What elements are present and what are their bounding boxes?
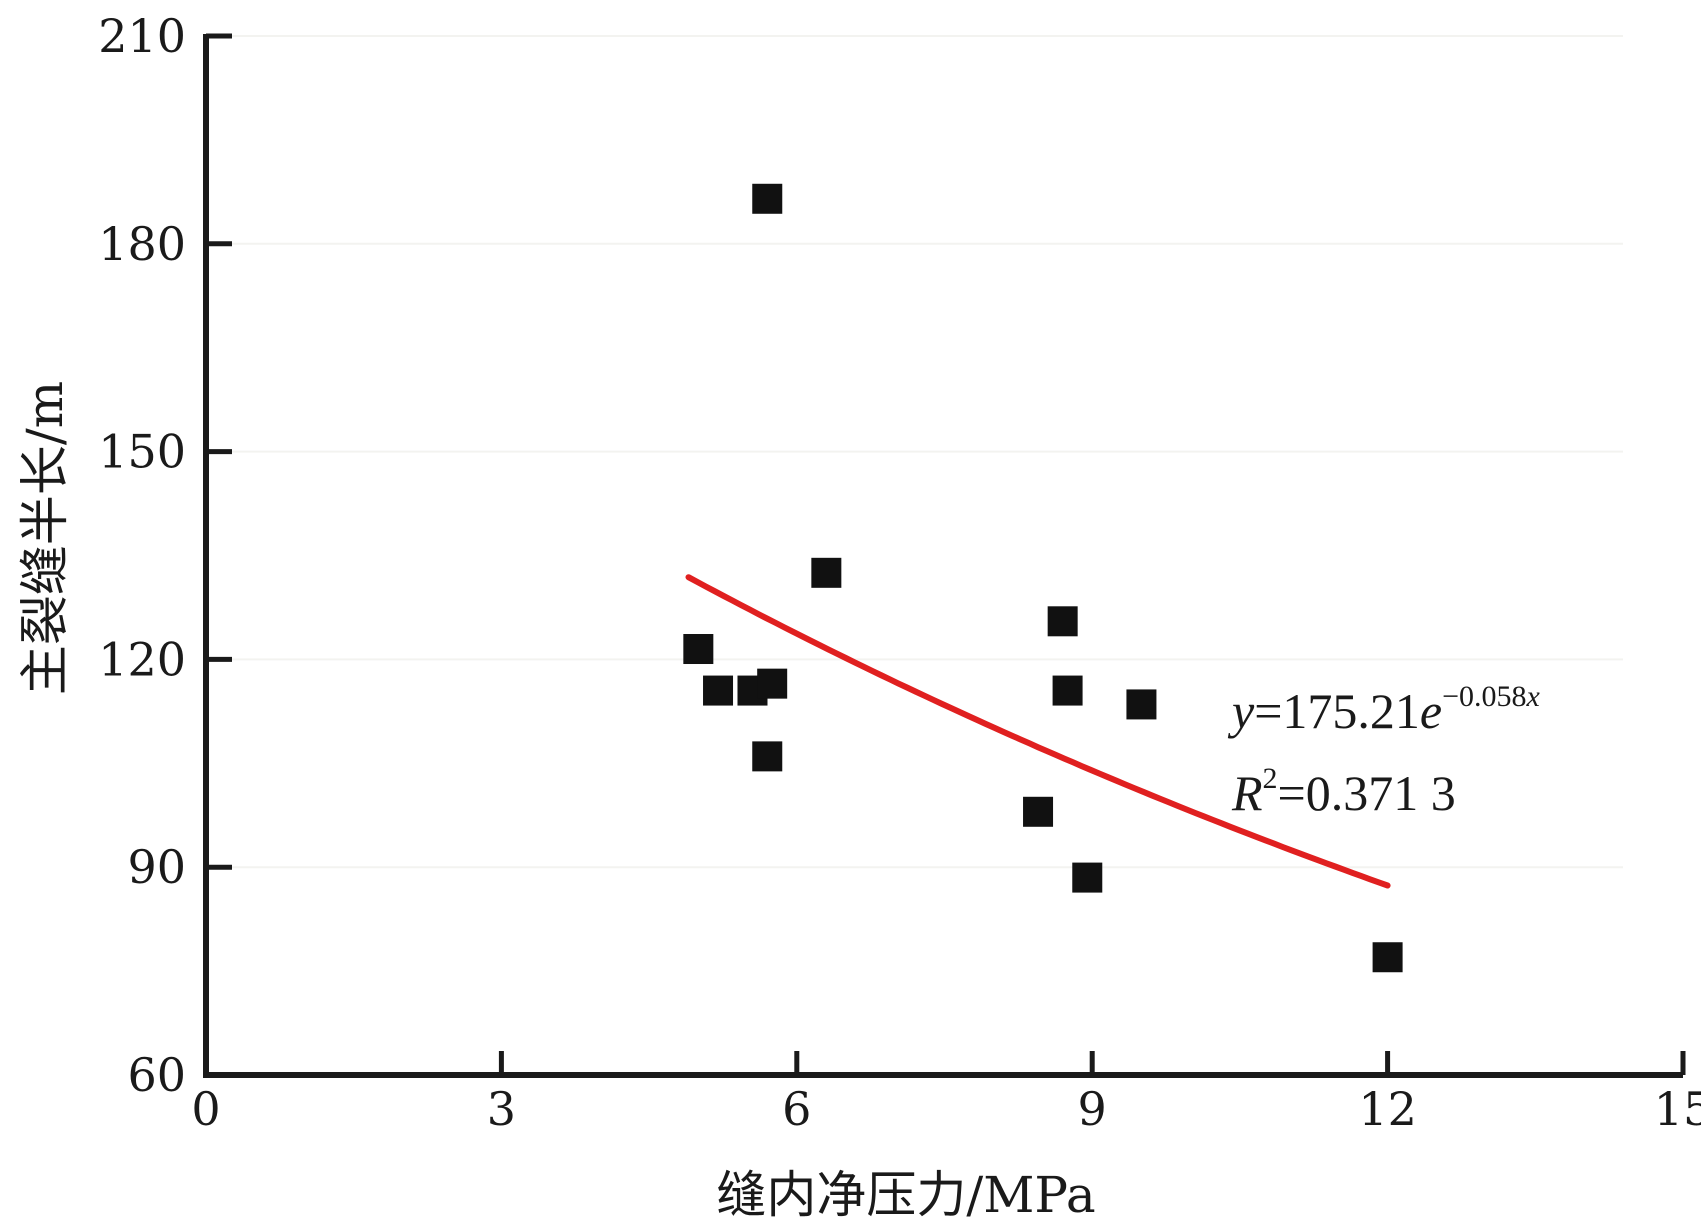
r2-R: R	[1231, 765, 1263, 821]
r2-value: =0.371 3	[1278, 765, 1456, 821]
eq-e: e	[1420, 683, 1442, 739]
x-tick-label-15: 15	[1654, 1082, 1701, 1136]
y-tick-label-60: 60	[127, 1048, 186, 1102]
data-point	[757, 668, 788, 699]
data-point	[1052, 675, 1083, 706]
eq-coefficient: =175.21	[1254, 683, 1420, 739]
x-axis-title: 缝内净压力/MPa	[716, 1166, 1095, 1224]
y-tick-label-180: 180	[98, 217, 186, 271]
y-axis-ticks: 60 90 120 150 180 210	[98, 9, 232, 1102]
x-tick-label-12: 12	[1358, 1082, 1417, 1136]
data-point	[752, 183, 783, 214]
data-point	[1023, 796, 1054, 827]
eq-exponent: −0.058	[1442, 680, 1526, 713]
x-tick-label-9: 9	[1078, 1082, 1107, 1136]
grid-lines	[206, 35, 1623, 869]
trendline	[685, 574, 1391, 889]
y-tick-label-120: 120	[98, 632, 186, 686]
data-point	[703, 675, 734, 706]
y-axis-title: 主裂缝半长/m	[16, 381, 74, 695]
y-tick-label-210: 210	[98, 9, 186, 63]
eq-y-var: y	[1227, 683, 1255, 739]
data-point	[811, 557, 842, 588]
x-tick-label-0: 0	[191, 1082, 220, 1136]
x-axis-ticks: 0 3 6 9 12 15	[191, 1051, 1701, 1136]
data-point	[1072, 862, 1103, 893]
trend-equation: y=175.21e−0.058x	[1227, 680, 1541, 739]
axes	[203, 34, 1683, 1078]
r-squared: R2=0.371 3	[1231, 762, 1456, 821]
y-tick-label-90: 90	[127, 840, 186, 894]
x-tick-label-3: 3	[487, 1082, 516, 1136]
r2-sup: 2	[1263, 762, 1278, 795]
trendline-group	[685, 574, 1391, 889]
data-point	[1047, 606, 1078, 637]
eq-exponent-x: x	[1526, 680, 1541, 713]
data-point	[752, 741, 783, 772]
data-point	[683, 634, 714, 665]
y-tick-label-150: 150	[98, 425, 186, 479]
x-tick-label-6: 6	[782, 1082, 811, 1136]
data-points	[683, 183, 1403, 973]
data-point	[1372, 942, 1403, 973]
data-point	[1126, 689, 1157, 720]
